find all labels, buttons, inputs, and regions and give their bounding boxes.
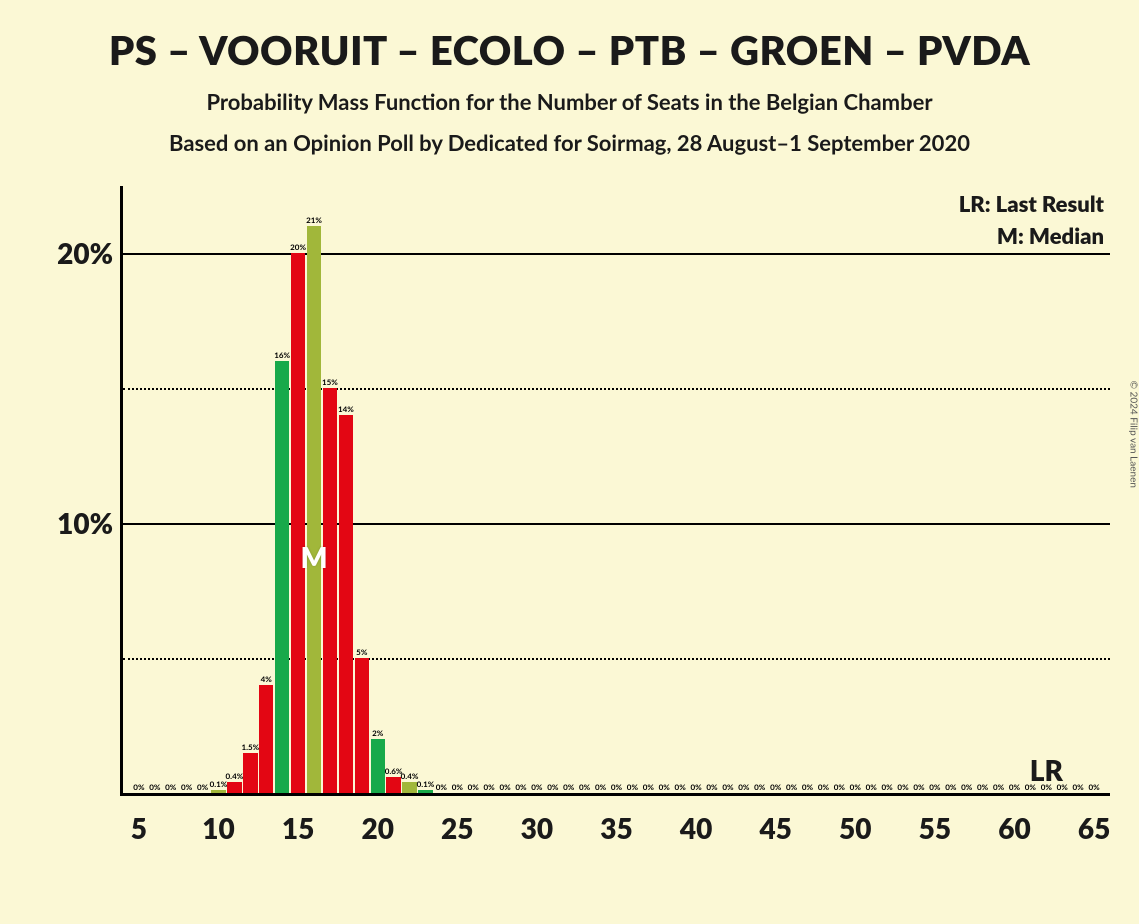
bar-label: 0% bbox=[643, 783, 654, 793]
bar-label: 15% bbox=[322, 378, 338, 388]
bar-label: 2% bbox=[372, 729, 383, 739]
grid-major bbox=[123, 253, 1110, 255]
x-tick-label: 65 bbox=[1078, 793, 1110, 845]
x-tick-label: 50 bbox=[839, 793, 871, 845]
bar: 1.5% bbox=[243, 753, 257, 793]
bar-label: 0% bbox=[913, 783, 924, 793]
x-tick-label: 10 bbox=[202, 793, 234, 845]
x-tick-label: 55 bbox=[919, 793, 951, 845]
bar-label: 0% bbox=[786, 783, 797, 793]
bar-label: 0% bbox=[850, 783, 861, 793]
bar: 21% bbox=[307, 226, 321, 793]
bar-label: 0% bbox=[882, 783, 893, 793]
bar-label: 0% bbox=[531, 783, 542, 793]
bar-label: 0% bbox=[197, 783, 208, 793]
bar-label: 0% bbox=[1073, 783, 1084, 793]
lr-marker: LR bbox=[1030, 753, 1063, 787]
bar-label: 0.4% bbox=[226, 772, 244, 782]
bar-label: 0% bbox=[659, 783, 670, 793]
plot-area: LR: Last Result M: Median 10%20%51015202… bbox=[120, 186, 1110, 796]
bar-label: 0% bbox=[977, 783, 988, 793]
legend-m: M: Median bbox=[997, 222, 1104, 249]
x-tick-label: 5 bbox=[131, 793, 147, 845]
bar-label: 0% bbox=[165, 783, 176, 793]
x-tick-label: 30 bbox=[521, 793, 553, 845]
bar: 0.4% bbox=[227, 782, 241, 793]
bar-label: 0% bbox=[738, 783, 749, 793]
bar-label: 0% bbox=[547, 783, 558, 793]
bar-label: 0% bbox=[468, 783, 479, 793]
bar-label: 0% bbox=[1009, 783, 1020, 793]
bar-label: 1.5% bbox=[241, 743, 259, 753]
bar-label: 0% bbox=[706, 783, 717, 793]
chart-subtitle-line1: Probability Mass Function for the Number… bbox=[0, 88, 1139, 115]
bar-label: 0% bbox=[181, 783, 192, 793]
bar: 0.1% bbox=[418, 790, 432, 793]
bar-label: 20% bbox=[290, 243, 306, 253]
y-tick-label: 20% bbox=[57, 236, 123, 270]
bar: 0.6% bbox=[386, 777, 400, 793]
grid-major bbox=[123, 523, 1110, 525]
bar-label: 14% bbox=[338, 405, 354, 415]
bar: 0.1% bbox=[211, 790, 225, 793]
x-tick-label: 60 bbox=[998, 793, 1030, 845]
bar-label: 0% bbox=[770, 783, 781, 793]
bar-label: 0% bbox=[515, 783, 526, 793]
x-tick-label: 20 bbox=[361, 793, 393, 845]
bar: 4% bbox=[259, 685, 273, 793]
bar: 15% bbox=[323, 388, 337, 793]
bar: 0.4% bbox=[402, 782, 416, 793]
bar-label: 0% bbox=[563, 783, 574, 793]
x-tick-label: 35 bbox=[600, 793, 632, 845]
bar-label: 0% bbox=[499, 783, 510, 793]
bar-label: 0% bbox=[133, 783, 144, 793]
bar-label: 5% bbox=[356, 648, 367, 658]
bar-label: 0% bbox=[436, 783, 447, 793]
bar-label: 0% bbox=[961, 783, 972, 793]
bar-label: 0% bbox=[627, 783, 638, 793]
bar-label: 0% bbox=[452, 783, 463, 793]
plot-wrap: LR: Last Result M: Median 10%20%51015202… bbox=[60, 186, 1110, 876]
copyright-text: © 2024 Filip van Laenen bbox=[1127, 381, 1139, 488]
x-tick-label: 25 bbox=[441, 793, 473, 845]
bar-label: 0% bbox=[818, 783, 829, 793]
bar-label: 0% bbox=[1088, 783, 1099, 793]
bar: 2% bbox=[371, 739, 385, 793]
bar-label: 0.1% bbox=[417, 780, 435, 790]
bar-label: 0% bbox=[993, 783, 1004, 793]
bar-label: 0% bbox=[929, 783, 940, 793]
chart-title: PS – VOORUIT – ECOLO – PTB – GROEN – PVD… bbox=[0, 26, 1139, 74]
y-tick-label: 10% bbox=[57, 506, 123, 540]
bar-label: 0% bbox=[897, 783, 908, 793]
x-tick-label: 40 bbox=[680, 793, 712, 845]
bar-label: 0% bbox=[945, 783, 956, 793]
grid-minor bbox=[123, 388, 1110, 390]
bar: 16% bbox=[275, 361, 289, 793]
bar-label: 21% bbox=[306, 216, 322, 226]
bar-label: 0% bbox=[802, 783, 813, 793]
bar: 5% bbox=[355, 658, 369, 793]
bar-label: 0% bbox=[611, 783, 622, 793]
bar-label: 0% bbox=[484, 783, 495, 793]
bar-label: 4% bbox=[261, 675, 272, 685]
bar-label: 0% bbox=[754, 783, 765, 793]
chart-subtitle-line2: Based on an Opinion Poll by Dedicated fo… bbox=[0, 129, 1139, 156]
median-marker: M bbox=[301, 540, 328, 574]
x-tick-label: 15 bbox=[282, 793, 314, 845]
legend-lr: LR: Last Result bbox=[959, 190, 1104, 217]
bar-label: 0% bbox=[579, 783, 590, 793]
bar: 14% bbox=[339, 415, 353, 793]
bar-label: 0% bbox=[149, 783, 160, 793]
bar-label: 0% bbox=[675, 783, 686, 793]
grid-minor bbox=[123, 658, 1110, 660]
bar-label: 16% bbox=[274, 351, 290, 361]
bar-label: 0% bbox=[866, 783, 877, 793]
bar-label: 0% bbox=[690, 783, 701, 793]
bar: 20% bbox=[291, 253, 305, 793]
bar-label: 0% bbox=[595, 783, 606, 793]
x-tick-label: 45 bbox=[759, 793, 791, 845]
bar-label: 0% bbox=[834, 783, 845, 793]
bar-label: 0% bbox=[722, 783, 733, 793]
